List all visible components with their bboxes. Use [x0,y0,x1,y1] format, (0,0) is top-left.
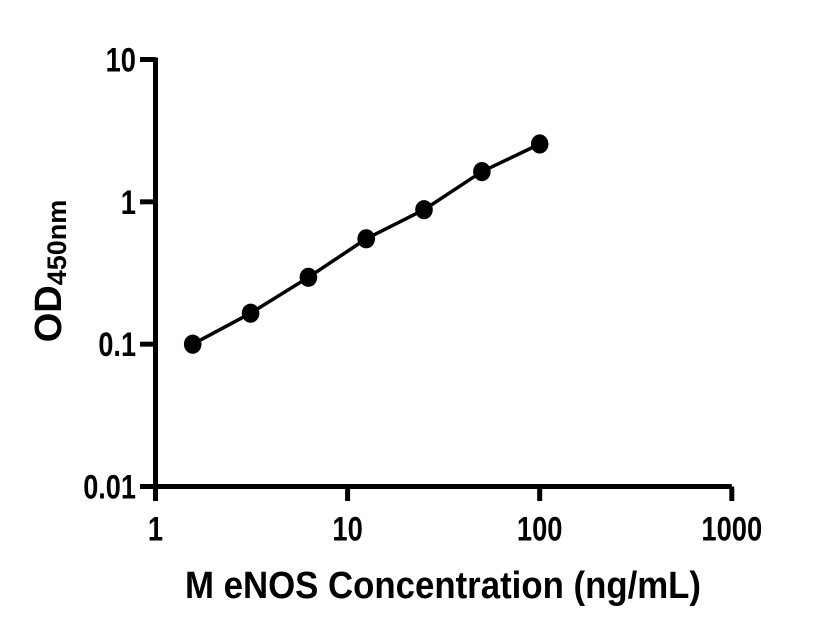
data-point [473,162,491,182]
x-tick-label: 10 [332,511,362,549]
y-tick-label: 10 [106,42,136,80]
x-tick-label: 100 [517,511,563,549]
y-tick-label: 0.1 [98,326,136,364]
x-axis: 1 10 100 1000 [148,484,762,549]
x-tick-label: 1 [148,511,163,549]
data-points [183,134,549,354]
y-axis: 10 1 0.1 0.01 [83,42,158,507]
x-axis-tick-labels: 1 10 100 1000 [148,511,762,549]
data-point [530,134,549,154]
data-point [183,334,202,354]
x-axis-title: M eNOS Concentration (ng/mL) [185,565,701,607]
data-point [241,303,260,323]
data-series [183,134,549,354]
y-axis-ticks [140,57,156,489]
y-axis-tick-labels: 10 1 0.1 0.01 [83,42,136,507]
y-tick-label: 1 [121,184,136,222]
y-axis-title-sub: 450nm [42,200,72,286]
y-axis-title-main: OD [28,285,70,342]
data-point [415,200,433,220]
data-point [357,229,376,249]
x-tick-label: 1000 [701,511,762,549]
x-axis-ticks [153,486,735,501]
y-axis-title: OD450nm [28,200,72,343]
data-point [299,267,318,287]
y-tick-label: 0.01 [83,469,136,507]
